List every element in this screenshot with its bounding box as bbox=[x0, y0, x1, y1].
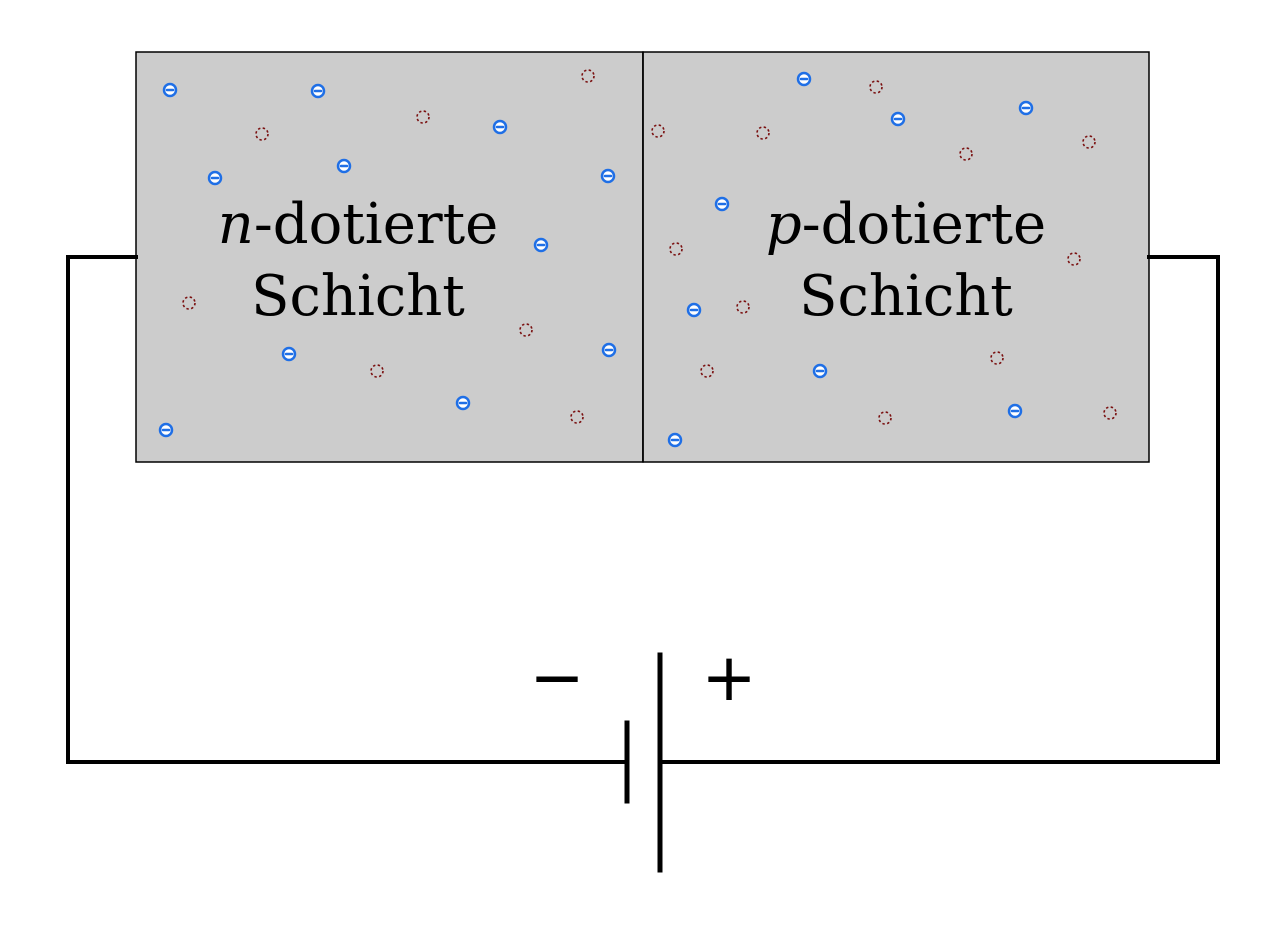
hole-icon bbox=[581, 69, 595, 83]
n-layer-variable: n bbox=[218, 192, 254, 257]
hole-icon bbox=[869, 80, 883, 94]
n-doped-layer bbox=[135, 51, 644, 463]
battery-minus-sign: − bbox=[529, 639, 584, 716]
hole-icon bbox=[756, 126, 770, 140]
hole-icon bbox=[736, 300, 750, 314]
hole-icon bbox=[669, 242, 683, 256]
electron-icon bbox=[310, 83, 326, 99]
electron-icon bbox=[1007, 403, 1023, 419]
electron-icon bbox=[600, 168, 616, 184]
electron-icon bbox=[890, 111, 906, 127]
battery-plus-sign: + bbox=[701, 639, 756, 716]
electron-icon bbox=[162, 82, 178, 98]
electron-icon bbox=[281, 346, 297, 362]
electron-icon bbox=[455, 395, 471, 411]
electron-icon bbox=[492, 119, 508, 135]
hole-icon bbox=[182, 296, 196, 310]
p-layer-label: p-dotierte bbox=[766, 192, 1046, 257]
hole-icon bbox=[255, 127, 269, 141]
hole-icon bbox=[1082, 135, 1096, 149]
hole-icon bbox=[570, 410, 584, 424]
hole-icon bbox=[700, 364, 714, 378]
p-layer-variable: p bbox=[766, 192, 802, 257]
electron-icon bbox=[207, 170, 223, 186]
electron-icon bbox=[336, 158, 352, 174]
electron-icon bbox=[601, 342, 617, 358]
battery: − + bbox=[529, 639, 757, 873]
n-layer-word: -dotierte bbox=[254, 192, 498, 257]
semiconductor-block bbox=[135, 51, 1150, 463]
electron-icon bbox=[714, 196, 730, 212]
electron-icon bbox=[533, 237, 549, 253]
hole-icon bbox=[1103, 406, 1117, 420]
electron-icon bbox=[1018, 100, 1034, 116]
electron-icon bbox=[667, 432, 683, 448]
electron-icon bbox=[796, 71, 812, 87]
charge-carriers bbox=[158, 69, 1117, 448]
right-wire bbox=[658, 255, 1220, 764]
electron-icon bbox=[812, 363, 828, 379]
hole-icon bbox=[990, 351, 1004, 365]
hole-icon bbox=[878, 411, 892, 425]
hole-icon bbox=[519, 323, 533, 337]
hole-icon bbox=[370, 364, 384, 378]
electron-icon bbox=[686, 302, 702, 318]
left-wire bbox=[66, 255, 629, 764]
hole-icon bbox=[959, 147, 973, 161]
hole-icon bbox=[651, 124, 665, 138]
n-layer-label: n-dotierte bbox=[218, 192, 499, 257]
hole-icon bbox=[416, 110, 430, 124]
circuit-wires bbox=[66, 255, 1220, 764]
hole-icon bbox=[1067, 252, 1081, 266]
n-layer-label-line2: Schicht bbox=[251, 264, 465, 329]
p-layer-word: -dotierte bbox=[802, 192, 1046, 257]
electron-icon bbox=[158, 422, 174, 438]
p-layer-label-line2: Schicht bbox=[799, 264, 1013, 329]
